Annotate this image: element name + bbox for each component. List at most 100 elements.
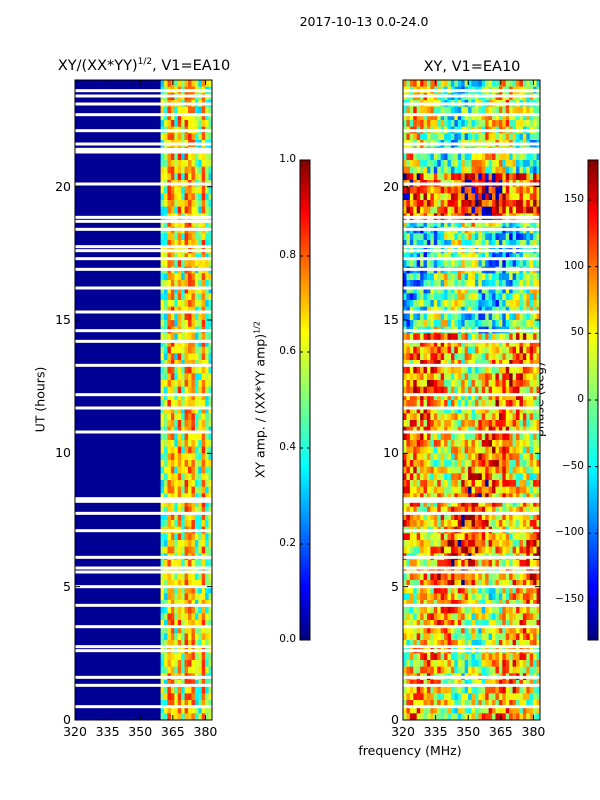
amp-cell — [208, 106, 213, 114]
phase-cell — [509, 620, 513, 627]
phase-row — [403, 546, 541, 554]
phase-cell — [409, 333, 414, 341]
amp-cell — [194, 466, 199, 474]
amp-cell — [160, 686, 165, 694]
phase-cell — [529, 166, 534, 174]
phase-cell — [471, 253, 476, 261]
phase-cell — [409, 480, 414, 487]
phase-cell — [529, 626, 534, 634]
amp-row — [160, 220, 213, 227]
phase-cell — [488, 620, 493, 627]
phase-cell — [464, 560, 469, 567]
amp-cell — [167, 486, 172, 494]
phase-cell — [433, 626, 438, 634]
phase-cell — [492, 293, 496, 301]
amp-row — [160, 453, 213, 461]
amp-cell — [198, 446, 203, 454]
phase-cell — [488, 366, 493, 374]
phase-cell — [433, 320, 438, 327]
phase-cell — [526, 386, 531, 394]
phase-row — [403, 493, 541, 501]
data-gap — [75, 705, 212, 709]
data-gap — [75, 227, 212, 231]
phase-cell — [461, 360, 465, 367]
amp-cell — [164, 186, 168, 194]
phase-cell — [509, 153, 513, 161]
phase-cell — [529, 420, 534, 427]
phase-cell — [505, 260, 510, 267]
phase-cell — [498, 433, 503, 441]
phase-cell — [505, 600, 510, 607]
phase-cell — [533, 400, 537, 407]
phase-cell — [529, 260, 534, 267]
amp-cell — [170, 493, 175, 501]
phase-cell — [426, 206, 431, 214]
phase-cell — [447, 260, 452, 267]
phase-cell — [416, 340, 421, 347]
phase-cell — [426, 260, 431, 267]
amp-cell — [160, 193, 165, 201]
amp-cell — [208, 520, 213, 527]
amp-cell — [188, 380, 192, 387]
amp-cell — [201, 233, 206, 241]
amp-cell — [160, 306, 165, 314]
phase-cell — [495, 386, 500, 394]
amp-cell — [170, 606, 175, 614]
amp-cell — [160, 446, 165, 454]
phase-cell — [416, 626, 421, 634]
amp-cell — [177, 660, 182, 667]
amp-cell — [205, 426, 209, 434]
phase-cell — [481, 313, 486, 321]
phase-cell — [457, 413, 462, 421]
phase-cell — [464, 113, 469, 121]
phase-row — [403, 473, 541, 481]
phase-cell — [536, 153, 541, 161]
amp-cell — [167, 560, 172, 567]
amp-cell — [208, 193, 213, 201]
phase-cell — [403, 293, 407, 301]
phase-cell — [502, 346, 507, 354]
amp-cell — [167, 693, 172, 701]
amp-cell — [181, 286, 185, 294]
phase-cell — [416, 580, 421, 587]
amp-cell — [160, 466, 165, 474]
amp-cell — [181, 460, 185, 467]
phase-cell — [461, 80, 465, 87]
phase-cell — [430, 426, 435, 434]
phase-cell — [505, 173, 510, 181]
amp-cell — [208, 433, 213, 441]
phase-cell — [416, 380, 421, 387]
phase-row — [403, 366, 541, 374]
amp-cell — [205, 260, 209, 267]
phase-cell — [471, 166, 476, 174]
amp-cell — [188, 106, 192, 114]
phase-cell — [457, 613, 462, 621]
amp-cell — [164, 446, 168, 454]
phase-cell — [519, 306, 524, 314]
phase-cell — [403, 466, 407, 474]
phase-cell — [444, 333, 448, 341]
phase-cell — [488, 520, 493, 527]
phase-cell — [437, 320, 441, 327]
phase-cell — [440, 313, 445, 321]
phase-cell — [498, 506, 503, 514]
phase-cell — [409, 200, 414, 207]
phase-cell — [495, 346, 500, 354]
phase-cell — [464, 133, 469, 141]
phase-cell — [426, 453, 431, 461]
phase-cell — [413, 386, 417, 394]
phase-cell — [406, 486, 411, 494]
phase-cell — [440, 240, 445, 247]
phase-cell — [488, 346, 493, 354]
phase-cell — [406, 493, 411, 501]
amp-cell — [188, 320, 192, 327]
phase-cell — [471, 106, 476, 114]
phase-cell — [516, 206, 520, 214]
amp-cell — [177, 360, 182, 367]
amp-cell — [201, 200, 206, 207]
amp-cell — [174, 346, 179, 354]
phase-cell — [440, 380, 445, 387]
amp-cell — [160, 400, 165, 407]
phase-cell — [526, 513, 531, 521]
amp-row — [160, 313, 213, 321]
